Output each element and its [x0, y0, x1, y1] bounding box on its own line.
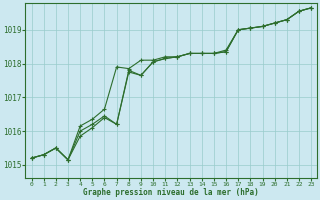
X-axis label: Graphe pression niveau de la mer (hPa): Graphe pression niveau de la mer (hPa)	[84, 188, 259, 197]
